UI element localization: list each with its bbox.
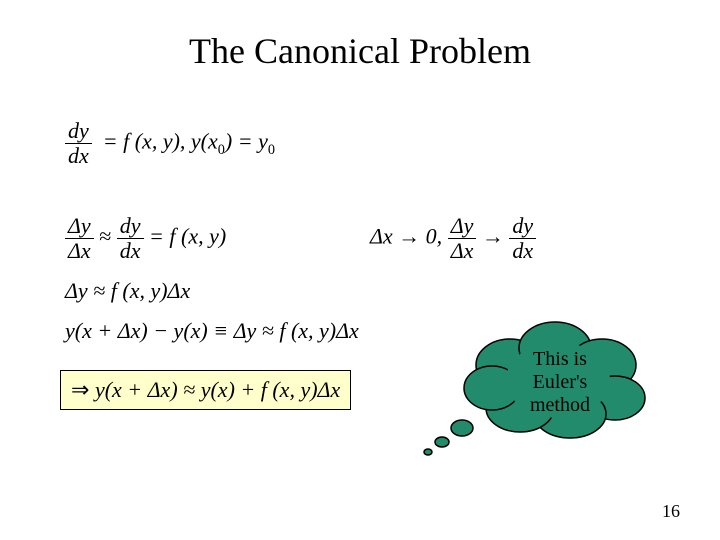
- eqR-f1-den: Δx: [448, 238, 477, 262]
- slide-title: The Canonical Problem: [0, 30, 720, 72]
- cloud-line1: This is: [533, 348, 587, 370]
- eqR-f2-den: dx: [509, 238, 536, 262]
- eqR-f2-num: dy: [509, 215, 536, 238]
- eqR-arrow: →: [476, 224, 509, 249]
- eq1-rhs-a: = f (x, y), y(x: [103, 129, 218, 154]
- equation-diff-quotient: Δy Δx ≈ dy dx = f (x, y): [65, 215, 226, 262]
- eq2-rhs: = f (x, y): [144, 224, 227, 249]
- eq1-den: dx: [65, 143, 92, 167]
- eq2-f1-num: Δy: [65, 215, 94, 238]
- eq2-approx: ≈: [94, 224, 117, 249]
- eqR-a: Δx → 0,: [370, 224, 448, 249]
- equation-ode: dy dx = f (x, y), y(x0) = y0: [65, 120, 275, 167]
- eq1-rhs-b: ) = y: [225, 129, 268, 154]
- result-body: y(x + Δx) ≈ y(x) + f (x, y)Δx: [95, 377, 340, 402]
- eq2-f1-den: Δx: [65, 238, 94, 262]
- cloud-text: This is Euler's method: [505, 348, 615, 417]
- eq2-f2-den: dx: [117, 238, 144, 262]
- equation-dy-approx: Δy ≈ f (x, y)Δx: [65, 278, 190, 304]
- equation-limit: Δx → 0, Δy Δx → dy dx: [370, 215, 536, 262]
- cloud-line2: Euler's: [533, 371, 588, 393]
- page-number: 16: [662, 501, 680, 522]
- result-implies: ⇒: [71, 377, 95, 402]
- eq1-sub-b: 0: [268, 142, 275, 158]
- eq1-num: dy: [65, 120, 92, 143]
- eqR-f1-num: Δy: [448, 215, 477, 238]
- eq1-sub-a: 0: [218, 142, 225, 158]
- cloud-line3: method: [530, 394, 590, 416]
- equation-identity: y(x + Δx) − y(x) ≡ Δy ≈ f (x, y)Δx: [65, 318, 359, 344]
- cloud-callout: This is Euler's method: [420, 310, 670, 460]
- eq2-f2-num: dy: [117, 215, 144, 238]
- result-box: ⇒ y(x + Δx) ≈ y(x) + f (x, y)Δx: [60, 370, 351, 410]
